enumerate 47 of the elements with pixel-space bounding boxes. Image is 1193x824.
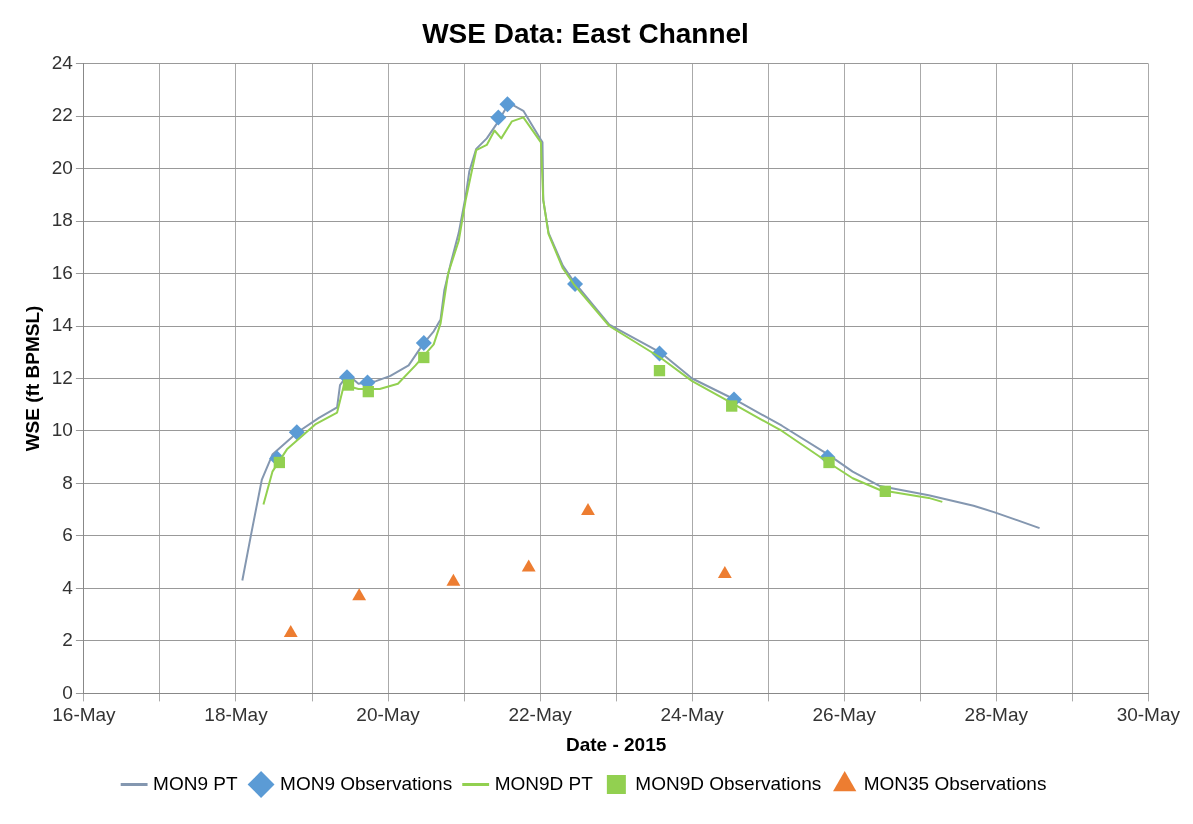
y-tick-label: 8 [62, 471, 73, 493]
x-tick-label: 26-May [812, 704, 877, 726]
y-tick-label: 16 [51, 261, 73, 283]
legend-label: MON35 Observations [863, 772, 1047, 794]
x-tick-label: 16-May [52, 704, 117, 726]
point [415, 335, 432, 352]
point [653, 364, 666, 377]
y-tick-label: 10 [51, 419, 73, 441]
chart-title: WSE Data: East Channel [422, 17, 749, 49]
x-tick-label: 18-May [204, 704, 269, 726]
point [521, 559, 536, 572]
point [726, 400, 738, 412]
point [717, 566, 732, 578]
point [342, 379, 355, 391]
y-tick-label: 24 [51, 51, 74, 73]
legend-label: MON9D PT [494, 772, 594, 794]
y-tick-label: 0 [62, 681, 73, 703]
x-tick-label: 28-May [964, 704, 1029, 726]
y-tick-label: 6 [62, 524, 73, 546]
x-tick-label: 20-May [356, 704, 421, 726]
point [581, 503, 595, 516]
y-tick-label: 12 [51, 366, 73, 388]
legend-label: MON9D Observations [635, 772, 822, 794]
y-tick-label: 18 [51, 209, 73, 231]
y-axis-title: WSE (ft BPMSL) [21, 305, 43, 452]
y-tick-label: 14 [51, 314, 74, 336]
legend-label: MON9 PT [153, 772, 238, 794]
point [418, 351, 430, 364]
point [499, 96, 516, 113]
point [879, 485, 891, 497]
point [490, 109, 507, 126]
x-tick-label: 30-May [1116, 704, 1181, 726]
point [352, 588, 367, 601]
point [362, 385, 374, 398]
x-tick-label: 22-May [508, 704, 573, 726]
point [273, 456, 285, 469]
point [823, 456, 835, 469]
point [283, 625, 298, 638]
point [288, 424, 305, 441]
x-axis-title: Date - 2015 [565, 733, 667, 755]
y-tick-label: 2 [62, 629, 73, 651]
y-tick-label: 20 [51, 156, 73, 178]
y-tick-label: 4 [62, 576, 74, 598]
point [446, 573, 461, 586]
legend-label: MON9 Observations [280, 772, 453, 794]
x-tick-label: 24-May [660, 704, 725, 726]
y-tick-label: 22 [51, 104, 73, 126]
